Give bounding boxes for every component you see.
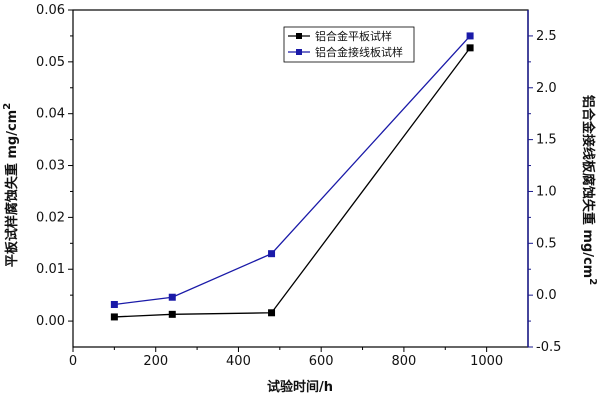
- right-y-tick-label: -0.5: [536, 340, 561, 355]
- data-point-series-2: [466, 32, 474, 40]
- right-y-tick-label: 0.5: [536, 236, 557, 251]
- right-axis-title-superscript: 2: [587, 278, 598, 285]
- x-tick-label: 600: [309, 354, 334, 369]
- right-y-tick-label: 2.0: [536, 81, 557, 96]
- left-y-tick-label: 0.00: [36, 314, 65, 329]
- data-point-series-1: [110, 313, 118, 321]
- left-y-tick-label: 0.04: [36, 107, 65, 122]
- left-y-tick-label: 0.06: [36, 3, 65, 18]
- right-y-tick-label: 2.5: [536, 29, 557, 44]
- data-point-series-1: [466, 44, 474, 52]
- legend-label-series-1: 铝合金平板试样: [315, 29, 392, 43]
- series-line-2: [114, 35, 471, 306]
- legend-box: [283, 26, 415, 63]
- left-y-tick-label: 0.01: [36, 262, 65, 277]
- legend-marker-series-2: [296, 49, 302, 55]
- left-axis-title-text: 平板试样腐蚀失重 mg/cm: [4, 110, 20, 267]
- left-axis-title: 平板试样腐蚀失重 mg/cm2: [2, 103, 20, 267]
- data-point-series-1: [268, 309, 276, 317]
- x-tick-label: 1000: [470, 354, 503, 369]
- left-axis-title-superscript: 2: [2, 103, 13, 110]
- series-line-1: [114, 47, 471, 318]
- x-tick-label: 200: [143, 354, 168, 369]
- right-axis-title-text: 铝合金接线板腐蚀失重 mg/cm: [580, 95, 596, 278]
- right-axis-title: 铝合金接线板腐蚀失重 mg/cm2: [580, 95, 598, 285]
- x-tick-label: 400: [226, 354, 251, 369]
- right-y-tick-label: 0.0: [536, 288, 557, 303]
- legend-marker-series-1: [296, 33, 302, 39]
- left-y-tick-label: 0.03: [36, 159, 65, 174]
- data-point-series-1: [168, 310, 176, 318]
- data-point-series-2: [168, 293, 176, 301]
- right-y-tick-label: 1.5: [536, 133, 557, 148]
- x-tick-label: 800: [391, 354, 416, 369]
- x-tick-label: 0: [69, 354, 77, 369]
- legend-label-series-2: 铝合金接线板试样: [315, 45, 403, 59]
- x-axis-title: 试验时间/h: [267, 379, 333, 395]
- data-point-series-2: [110, 300, 118, 308]
- data-point-series-2: [268, 250, 276, 258]
- legend: 铝合金平板试样 铝合金接线板试样: [283, 26, 415, 63]
- left-y-tick-label: 0.05: [36, 55, 65, 70]
- right-y-tick-label: 1.0: [536, 184, 557, 199]
- left-y-tick-label: 0.02: [36, 210, 65, 225]
